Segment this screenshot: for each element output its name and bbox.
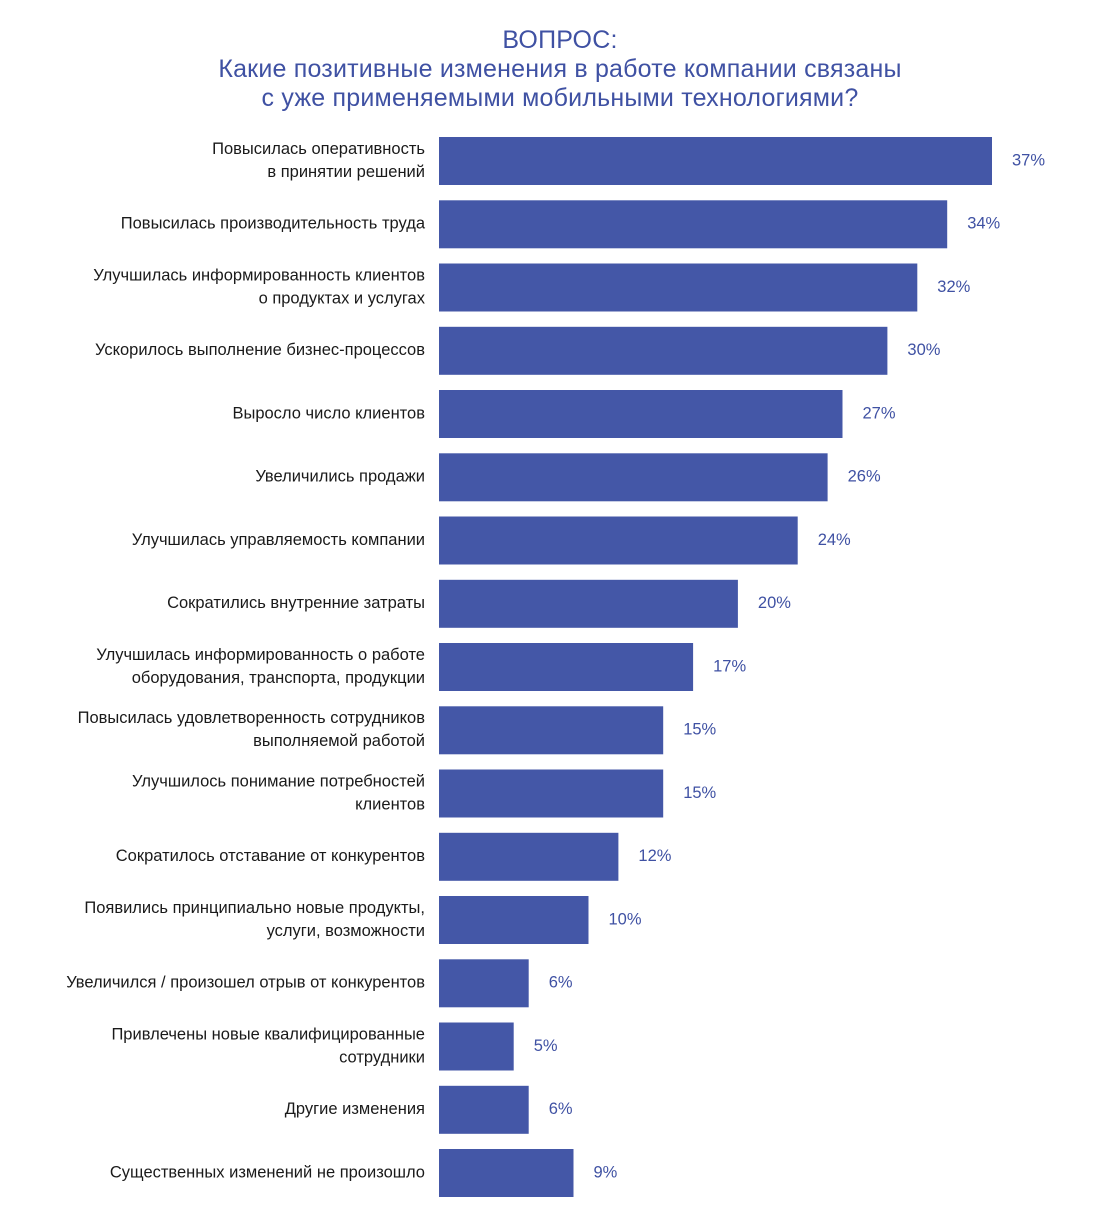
- category-label: клиентов: [355, 795, 425, 813]
- bar: [439, 516, 798, 565]
- category-label: выполняемой работой: [253, 732, 425, 750]
- value-label: 5%: [534, 1037, 558, 1055]
- value-label: 32%: [937, 278, 970, 296]
- bar: [439, 390, 843, 438]
- value-label: 30%: [907, 341, 940, 359]
- category-label: в принятии решений: [267, 163, 425, 181]
- category-label: Выросло число клиентов: [232, 404, 425, 422]
- category-label: Появились принципиально новые продукты,: [84, 899, 425, 917]
- value-label: 6%: [549, 974, 573, 992]
- value-label: 15%: [683, 784, 716, 802]
- category-label: Повысилась оперативность: [212, 140, 425, 158]
- value-label: 20%: [758, 594, 791, 612]
- bar: [439, 832, 619, 881]
- value-label: 9%: [594, 1163, 618, 1181]
- bar: [439, 1022, 514, 1071]
- value-label: 17%: [713, 657, 746, 675]
- bar: [439, 579, 738, 628]
- category-label: о продуктах и услугах: [259, 289, 426, 307]
- title-line-3: с уже применяемыми мобильными технология…: [261, 84, 859, 112]
- value-label: 12%: [638, 847, 671, 865]
- value-label: 27%: [863, 404, 896, 422]
- category-label: Улучшилась информированность клиентов: [93, 266, 425, 284]
- category-label: Существенных изменений не произошло: [110, 1163, 425, 1181]
- bar: [439, 769, 664, 818]
- bar: [439, 200, 948, 249]
- bar: [439, 706, 664, 755]
- chart-title: ВОПРОС: Какие позитивные изменения в раб…: [0, 26, 1120, 113]
- value-label: 6%: [549, 1100, 573, 1118]
- category-label: сотрудники: [339, 1048, 425, 1066]
- bar: [439, 959, 529, 1008]
- bar: [439, 1085, 529, 1134]
- value-label: 24%: [818, 531, 851, 549]
- category-label: Другие изменения: [285, 1100, 425, 1118]
- value-label: 26%: [848, 468, 881, 486]
- title-line-1: ВОПРОС:: [502, 26, 618, 54]
- title-line-2: Какие позитивные изменения в работе комп…: [218, 55, 902, 83]
- category-label: оборудования, транспорта, продукции: [132, 669, 425, 687]
- bar: [439, 1149, 574, 1197]
- bar: [439, 643, 694, 691]
- category-label: услуги, возможности: [267, 922, 425, 940]
- category-label: Привлечены новые квалифицированные: [111, 1025, 425, 1043]
- value-label: 34%: [967, 215, 1000, 233]
- bar: [439, 896, 589, 944]
- category-label: Увеличились продажи: [255, 468, 425, 486]
- value-label: 15%: [683, 721, 716, 739]
- category-label: Увеличился / произошел отрыв от конкурен…: [66, 974, 425, 992]
- bar: [439, 137, 992, 185]
- category-label: Улучшилась управляемость компании: [132, 531, 425, 549]
- bar: [439, 453, 828, 502]
- category-label: Повысилась удовлетворенность сотрудников: [78, 709, 426, 727]
- bar: [439, 326, 888, 375]
- bar: [439, 263, 918, 312]
- category-label: Улучшилось понимание потребностей: [132, 772, 425, 790]
- category-label: Повысилась производительность труда: [121, 215, 426, 233]
- category-label: Улучшилась информированность о работе: [96, 646, 425, 664]
- category-label: Сократились внутренние затраты: [167, 594, 425, 612]
- category-label: Сократилось отставание от конкурентов: [116, 847, 425, 865]
- value-label: 10%: [609, 910, 642, 928]
- category-label: Ускорилось выполнение бизнес-процессов: [95, 341, 425, 359]
- value-label: 37%: [1012, 151, 1045, 169]
